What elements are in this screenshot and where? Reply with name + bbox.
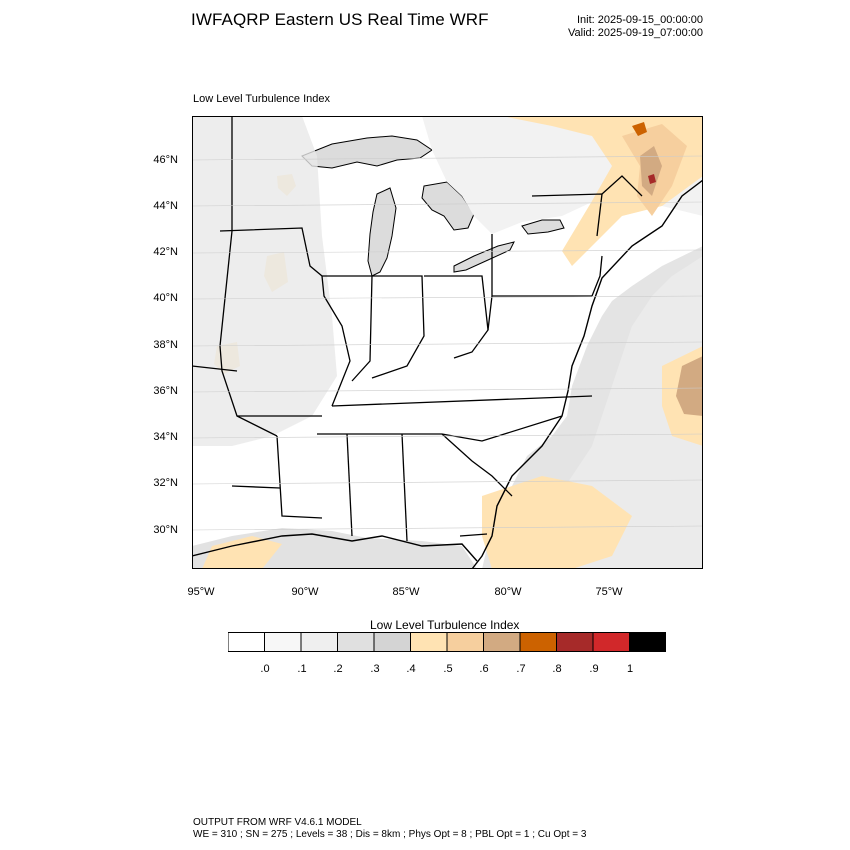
colorbar-label: 1 [626,663,634,675]
colorbar-swatch [446,632,484,652]
colorbar-label: .4 [406,663,416,675]
lat-label: 40°N [153,292,178,304]
turb-patch-ne-4 [632,122,647,136]
lat-label: 46°N [153,154,178,166]
colorbar-swatch [556,632,594,652]
colorbar-label: .9 [589,663,599,675]
colorbar-label: .2 [333,663,343,675]
colorbar-swatch [373,632,411,652]
colorbar [228,632,666,652]
init-time: Init: 2025-09-15_00:00:00 [577,14,703,26]
lat-label: 30°N [153,524,178,536]
colorbar-swatch [337,632,375,652]
page-title: IWFAQRP Eastern US Real Time WRF [191,10,489,29]
colorbar-swatch [228,632,265,652]
colorbar-swatch [483,632,521,652]
colorbar-swatch [592,632,630,652]
turb-patch-east-2 [676,356,703,416]
lon-label: 80°W [494,586,522,598]
model-info-line2: WE = 310 ; SN = 275 ; Levels = 38 ; Dis … [193,829,587,840]
model-info-line1: OUTPUT FROM WRF V4.6.1 MODEL [193,817,362,828]
lon-label: 95°W [187,586,215,598]
colorbar-label: .0 [260,663,270,675]
colorbar-title: Low Level Turbulence Index [370,618,520,632]
colorbar-swatch [300,632,338,652]
state-borders [192,116,643,542]
map-frame [192,116,703,569]
lake-erie [453,241,515,273]
lon-label: 85°W [392,586,420,598]
graticule [192,155,703,531]
colorbar-swatch [629,632,666,652]
lon-label: 75°W [595,586,623,598]
colorbar-swatch [519,632,557,652]
colorbar-label: .7 [516,663,526,675]
turb-patch-gulf [202,536,282,569]
valid-time: Valid: 2025-09-19_07:00:00 [568,27,703,39]
lat-label: 32°N [153,477,178,489]
colorbar-swatch [264,632,302,652]
map-title: Low Level Turbulence Index [193,93,330,105]
west-shade [192,116,337,446]
lat-label: 36°N [153,385,178,397]
colorbar-label: .1 [297,663,307,675]
map-panel [192,116,703,569]
colorbar-label: .3 [370,663,380,675]
turb-patch-ne-5 [648,174,656,184]
colorbar-label: .6 [479,663,489,675]
lat-label: 38°N [153,339,178,351]
lat-label: 42°N [153,246,178,258]
turb-patch-se [482,476,632,569]
gulf-coastline [192,533,478,562]
turb-patch-ne-3 [640,146,662,196]
lat-label: 34°N [153,431,178,443]
colorbar-label: .5 [443,663,453,675]
lon-label: 90°W [291,586,319,598]
coastline [471,179,703,569]
lake-ontario [521,219,565,235]
colorbar-label: .8 [552,663,562,675]
lat-label: 44°N [153,200,178,212]
lake-michigan [367,187,397,277]
colorbar-swatch [410,632,448,652]
